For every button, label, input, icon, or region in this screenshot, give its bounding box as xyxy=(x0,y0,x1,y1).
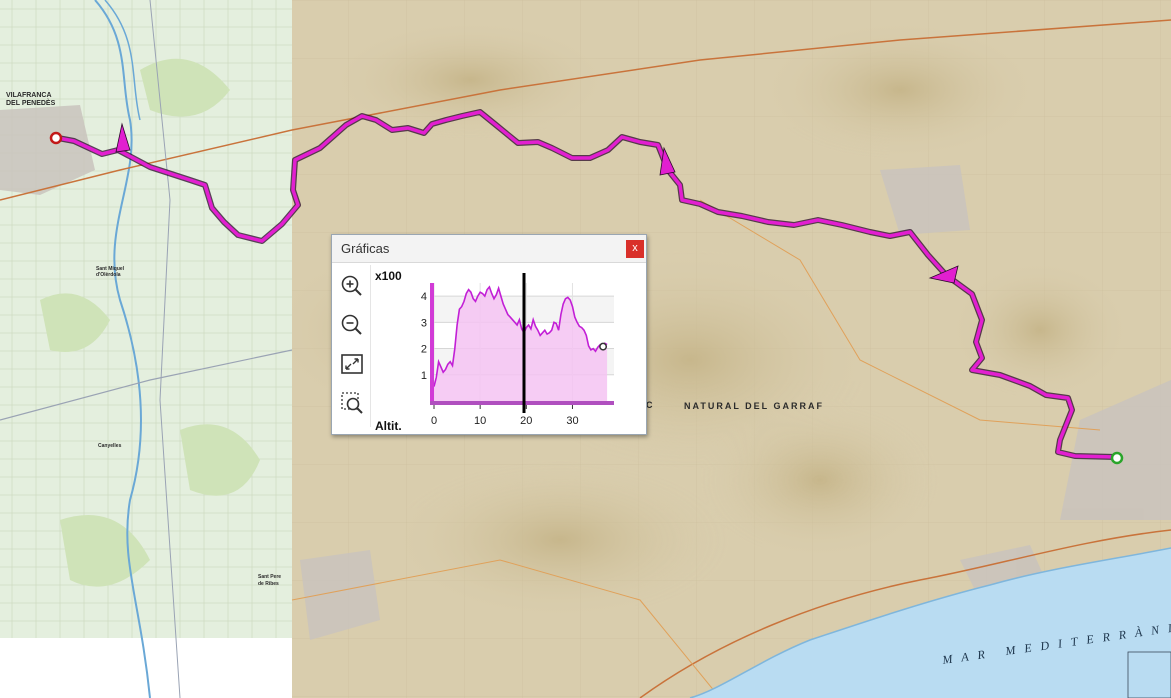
x-axis-bar xyxy=(430,401,614,405)
coastline xyxy=(689,547,1171,698)
zoom-box-icon xyxy=(341,392,363,414)
track-route[interactable] xyxy=(55,109,1119,460)
chart-toolbar xyxy=(332,262,372,432)
y-tick-label: 2 xyxy=(421,344,427,356)
fit-extent-button[interactable] xyxy=(338,350,366,378)
park-label: NATURAL DEL GARRAF xyxy=(684,401,824,411)
zoom-box-button[interactable] xyxy=(338,389,366,417)
profile-end-marker xyxy=(599,342,608,351)
town-label: Sant Pere xyxy=(258,574,281,580)
town-label: VILAFRANCA xyxy=(6,92,52,99)
y-axis-bar xyxy=(430,283,434,401)
panel-title: Gráficas xyxy=(341,241,390,256)
direction-arrow-icon xyxy=(928,265,959,284)
zoom-in-icon xyxy=(341,275,362,296)
direction-arrow-icon xyxy=(115,122,131,153)
town-label: DEL PENEDÈS xyxy=(6,98,56,107)
urban-areas xyxy=(0,105,1171,640)
town-label: Sant Miquel xyxy=(96,266,125,272)
y-multiplier-label: x100 xyxy=(375,269,402,283)
direction-arrow-icon xyxy=(659,146,676,176)
town-label: Canyelles xyxy=(98,443,122,449)
start-marker[interactable] xyxy=(49,131,63,145)
river-branch xyxy=(104,0,141,121)
fit-extent-icon xyxy=(341,354,363,374)
town-label: de Ribes xyxy=(258,581,279,587)
park-label-prefix: C xyxy=(646,400,653,410)
zoom-out-icon xyxy=(341,314,362,335)
close-button[interactable]: x xyxy=(626,240,644,258)
x-tick-label: 20 xyxy=(520,415,532,427)
zoom-in-button[interactable] xyxy=(338,272,366,300)
y-tick-label: 3 xyxy=(421,317,427,329)
river xyxy=(94,0,151,698)
x-tick-label: 10 xyxy=(474,415,486,427)
y-tick-label: 4 xyxy=(421,291,427,303)
end-marker[interactable] xyxy=(1110,451,1124,465)
town-label: d'Olèrdola xyxy=(96,272,121,278)
y-tick-label: 1 xyxy=(421,370,427,382)
elevation-line xyxy=(433,285,608,387)
map-sheet-frame xyxy=(1127,651,1171,698)
forest-patches xyxy=(40,58,260,587)
x-tick-label: 30 xyxy=(566,415,578,427)
relief-shading xyxy=(270,20,1130,620)
toolbar-separator xyxy=(370,265,371,427)
elevation-chart[interactable]: x100 Altit. 1 2 3 4 0 10 20 30 xyxy=(372,263,644,433)
elevation-area xyxy=(434,286,608,401)
y-axis-label: Altit. xyxy=(375,419,402,433)
sea-area xyxy=(690,548,1171,698)
charts-panel[interactable]: Gráficas x xyxy=(331,234,647,435)
zoom-out-button[interactable] xyxy=(338,311,366,339)
panel-titlebar[interactable]: Gráficas x xyxy=(332,235,646,263)
x-tick-label: 0 xyxy=(431,415,437,427)
